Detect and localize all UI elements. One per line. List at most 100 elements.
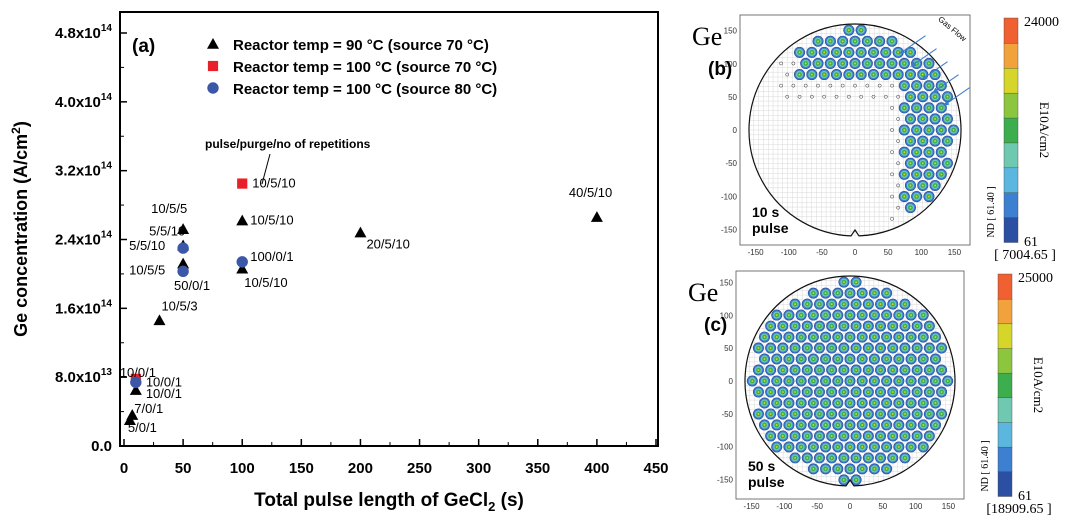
map-spot-center [818,413,821,415]
map-spot-center [818,303,821,306]
map-spot-center [915,84,918,87]
map-spot-center [823,73,826,76]
map-pulse-label: 50 s [748,458,775,474]
map-spot-center [928,369,931,371]
map-y-tick: 0 [729,377,734,386]
y-tick-exponent: 14 [101,298,113,309]
map-spot-center [855,456,858,459]
map-spot-center [830,325,833,327]
colorbar-segment [1003,117,1019,144]
map-y-tick: -150 [721,225,738,234]
map-spot-center [885,336,888,338]
map-spot-center [806,435,809,437]
y-tick-label: 8.0x1013 [55,367,112,386]
map-spot-center [903,129,906,131]
x-axis-title-sub: 2 [488,499,495,514]
map-spot-center [915,173,918,176]
panel-label-a: (a) [132,36,155,57]
map-spot-center [897,51,900,54]
map-spot-faint [803,83,808,88]
data-points [123,178,603,425]
map-spot-center [800,336,803,338]
map-spot-center [854,62,856,65]
map-spot-faint [890,216,894,221]
map-nd-text: ND [ 61.40 ] [986,186,997,237]
data-point-triangle [590,211,603,222]
map-spot-center [849,467,851,470]
map-x-tick: -150 [748,248,765,257]
map-spot-center [921,117,924,120]
map-spot-center [818,435,821,437]
colorbar-segment [1003,142,1019,169]
map-spot-center [849,292,851,295]
x-tick-label: 0 [120,460,128,477]
map-spot-center [798,73,801,76]
map-spot-center [794,325,796,327]
map-spot-center [824,424,827,426]
map-spot-center [769,391,772,393]
y-tick-exponent: 14 [101,23,113,34]
colorbar-segment [1003,167,1019,193]
map-spot-center [836,446,839,448]
map-x-tick: -50 [811,502,823,511]
map-spot-center [861,336,864,338]
map-spot-faint [871,94,876,99]
map-spot-center [849,446,851,448]
map-spot-center [903,62,906,65]
map-spot-center [757,369,760,371]
map-x-tick: 100 [915,248,929,257]
map-spot-center [952,129,955,131]
map-spot-center [934,424,937,426]
map-spot-faint [779,61,783,66]
y-tick-label: 0.0 [91,438,112,455]
map-spot-center [818,391,821,393]
gas-flow-arrowhead [899,48,906,54]
map-spot-center [818,369,821,371]
map-mean-text: [ 7004.65 ] [994,248,1056,263]
map-spot-center [817,40,819,43]
map-x-tick: 150 [942,502,956,511]
map-spot-center [806,391,809,393]
y-tick-label: 1.6x1014 [55,298,112,317]
map-spot-center [812,314,815,316]
colorbar-max: 24000 [1024,15,1059,30]
map-spot-center [830,303,833,306]
map-spot-center [867,435,870,437]
map-spot-center [769,347,772,349]
map-spot-center [836,402,839,404]
map-spot-center [928,195,930,198]
map-spot-center [763,380,766,382]
map-spot-center [909,140,912,143]
map-spot-center [849,336,851,338]
map-spot-center [928,173,930,176]
map-spot-center [909,95,912,98]
map-spot-center [873,402,876,404]
map-spot-center [849,358,851,360]
map-spot-faint [810,94,814,99]
map-spot-center [824,292,827,295]
map-spot-center [855,369,858,371]
map-spot-center [879,456,882,459]
y-tick-label: 2.4x1014 [55,230,112,249]
y-tick-label: 4.0x1014 [55,92,112,111]
map-spot-center [867,347,870,349]
y-tick-exponent: 14 [101,92,113,103]
map-spot-center [794,369,796,371]
map-spot-center [884,51,887,54]
map-spot-center [855,391,858,393]
map-spot-center [855,435,858,437]
map-spot-center [921,73,924,76]
map-spot-center [878,62,881,65]
map-spot-center [928,391,931,393]
point-label: 100/0/1 [250,249,293,264]
data-point-circle [236,256,248,268]
map-spot-center [800,446,803,448]
map-spot-faint [890,83,894,88]
map-spot-center [763,424,766,426]
map-spot-center [879,347,882,349]
point-labels: 5/0/17/0/110/0/110/5/310/5/55/5/1010/5/1… [120,176,612,436]
map-spot-center [897,358,900,360]
map-spot-center [769,369,772,371]
data-point-triangle [129,384,142,395]
map-spot-faint [896,161,900,166]
